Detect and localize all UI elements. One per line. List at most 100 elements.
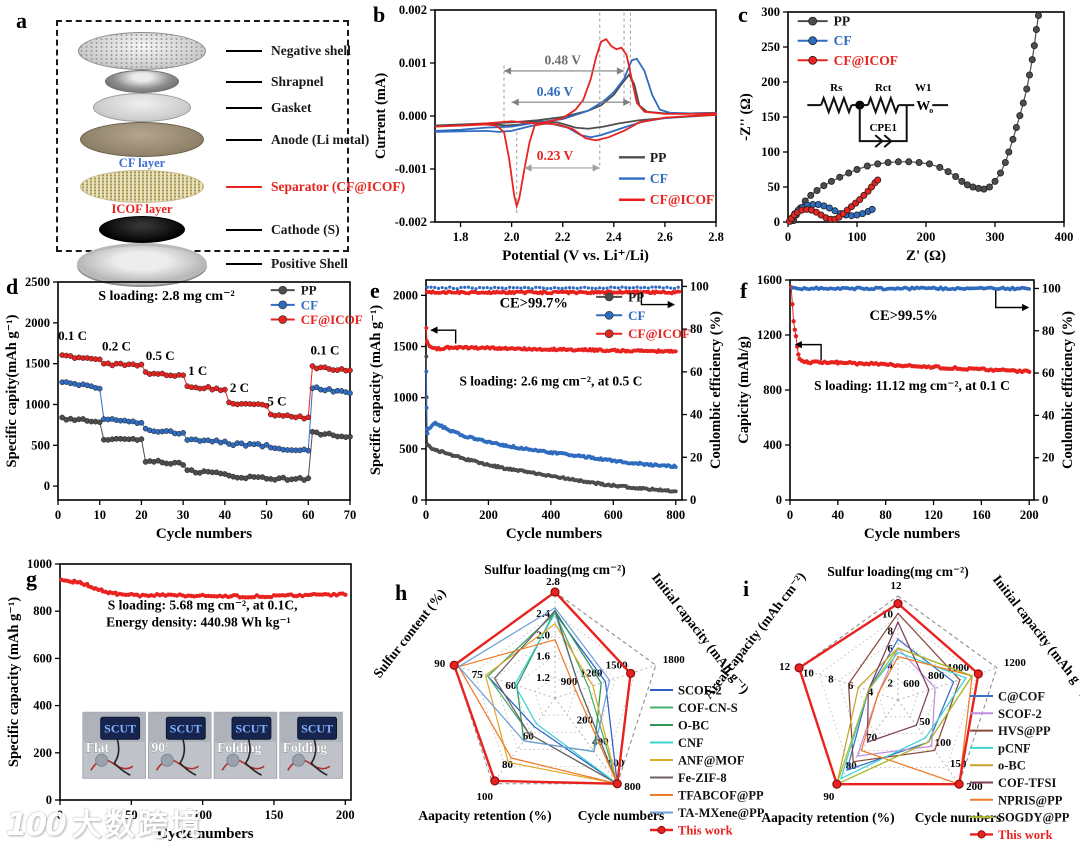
- radar-tick-label: 1.6: [536, 651, 550, 663]
- radar-tick-label: 8: [828, 674, 834, 686]
- c-rate-label: 0.2 C: [102, 339, 131, 354]
- radar-tick-label: 2: [888, 678, 894, 690]
- radar-comparison-chart-2: 2 4 6 8 10 12 600 800 1000 1200 50 100 150 200 70 80 90 4…: [701, 548, 1080, 850]
- legend-item-label: TFABCOF@PP: [678, 789, 764, 803]
- x-tick-label: 800: [666, 508, 685, 522]
- panel-d: d 0 10 20 30 40 50 60 70 0 500 1000 1500 2000 2500 Cyc…: [0, 268, 363, 548]
- y-tick-label: 300: [761, 5, 780, 19]
- legend-item-label: TA-MXene@PP: [678, 806, 765, 820]
- panel-letter-d: d: [6, 274, 19, 299]
- legend-item-label: HVS@PP: [998, 724, 1051, 738]
- voltage-gap-annotation: 0.46 V: [537, 84, 574, 99]
- y-axis-label: Specific capacity (mAh g⁻¹): [6, 597, 22, 767]
- legend-item-label: o-BC: [998, 759, 1026, 773]
- y2-tick-label: 60: [1042, 366, 1055, 380]
- long-cycling-chart: 0 200 400 600 800 0 500 1000 1500 2000 0 20 40 60 80 10…: [360, 268, 730, 553]
- y-tick-label: 200: [761, 75, 780, 89]
- legend-item-label: CF@ICOF: [834, 53, 898, 68]
- positive-disc: [77, 243, 207, 285]
- inset-photo-4: SCUT Folding: [279, 711, 343, 779]
- annotation-text: S loading: 5.68 mg cm⁻², at 0.1C,: [108, 597, 298, 612]
- leader-line: [226, 185, 262, 188]
- y2-tick-label: 80: [690, 322, 703, 336]
- circuit-label: CPE1: [869, 122, 897, 134]
- y2-tick-label: 20: [690, 450, 703, 464]
- x-tick-label: 2.6: [657, 230, 673, 244]
- radar-tick-label: 2.0: [536, 629, 550, 641]
- x-tick-label: 60: [302, 508, 315, 522]
- y-tick-label: 800: [33, 604, 52, 618]
- radar-tick-label: 10: [803, 667, 815, 679]
- gasket-disc: [93, 93, 191, 122]
- circuit-label: Rct: [875, 82, 892, 94]
- radar-tick-label: 1800: [663, 654, 686, 666]
- y-tick-label: 1000: [27, 557, 52, 571]
- inset-photo-label: 90°: [151, 740, 170, 755]
- legend-item-label: SOGDY@PP: [998, 811, 1070, 825]
- radar-tick-label: 10: [882, 608, 894, 620]
- x-axis-label: Cycle numbers: [864, 526, 960, 542]
- watermark: 100 大数跨境: [6, 800, 204, 844]
- radar-tick-label: 8: [888, 626, 894, 638]
- annotation-text: S loading: 11.12 mg cm⁻², at 0.1 C: [814, 378, 1010, 393]
- annotation-text: CE>99.5%: [869, 308, 937, 324]
- panel-a: a Negative shell Shrapnel Gasket Anode (Li …: [0, 0, 405, 285]
- x-axis-label: Z' (Ω): [906, 248, 946, 264]
- y-tick-label: 250: [761, 40, 780, 54]
- leader-line: [226, 50, 262, 52]
- stack-item-gasket: Gasket: [58, 93, 343, 122]
- x-axis-label: Cycle numbers: [506, 526, 602, 542]
- stack-item-label: Negative shell: [271, 43, 351, 58]
- circuit-label: Rs: [830, 82, 843, 94]
- y-tick-label: 1500: [393, 340, 418, 354]
- radar-tick-label: 1500: [606, 659, 629, 671]
- y-tick-label: 1600: [757, 273, 782, 287]
- voltage-gap-annotation: 0.23 V: [537, 148, 574, 163]
- x-axis-label: Potential (V vs. Li⁺/Li): [502, 248, 649, 264]
- legend-item-label: SCOF-2: [678, 684, 722, 698]
- voltage-gap-annotation: 0.48 V: [544, 53, 581, 68]
- leader-line: [226, 80, 262, 83]
- x-tick-label: 50: [260, 508, 273, 522]
- cf-layer-label: CF layer: [118, 156, 166, 170]
- radar-tick-label: 90: [823, 791, 835, 803]
- x-tick-label: 300: [986, 230, 1005, 244]
- panel-b: b 1.8 2.0 2.2 2.4 2.6 2.8 -0.002 -0.001 0.000 0.0…: [365, 0, 730, 268]
- legend-item-label: COF-TFSI: [998, 776, 1056, 790]
- legend-item-label: PP: [301, 283, 317, 298]
- y-tick-label: 1000: [393, 391, 418, 405]
- y-tick-label: 1200: [757, 328, 782, 342]
- led-display-text: SCUT: [301, 722, 333, 736]
- radar-axis-title: Aapacity retention (%): [761, 810, 894, 825]
- x-tick-label: 2.2: [555, 230, 571, 244]
- y-tick-label: 150: [761, 110, 780, 124]
- legend-item-label: NPRIS@PP: [998, 793, 1063, 807]
- y-axis-label: Specific capacity (mAh g⁻¹): [368, 305, 384, 475]
- y-tick-label: 0.001: [399, 56, 427, 70]
- led-display-text: SCUT: [104, 722, 136, 736]
- stack-item-cathode: Cathode (S): [58, 216, 343, 243]
- shrapnel-disc: [105, 70, 179, 93]
- y-tick-label: 400: [763, 438, 782, 452]
- legend-item-label: PP: [834, 14, 851, 29]
- inset-photo-label: Flat: [86, 740, 110, 755]
- y2-tick-label: 60: [690, 365, 703, 379]
- y-tick-label: 100: [761, 145, 780, 159]
- legend-item-label: CF@ICOF: [628, 326, 690, 341]
- y-tick-label: 500: [31, 438, 50, 452]
- radar-tick-label: 80: [846, 760, 858, 772]
- c-rate-label: 1 C: [188, 363, 207, 378]
- c-rate-label: 5 C: [267, 394, 286, 409]
- stack-item-label: Cathode (S): [271, 221, 340, 237]
- x-tick-label: 2.4: [606, 230, 622, 244]
- stack-item-label: Shrapnel: [271, 73, 324, 89]
- legend-item-label: COF-CN-S: [678, 701, 738, 715]
- panel-i: i 2 4 6 8 10 12 600 800 1000 1200 50 100 150 200 70 80 9…: [701, 548, 1080, 850]
- cathode-disc: [99, 216, 185, 243]
- y-tick-label: 800: [763, 383, 782, 397]
- y-tick-label: 0: [412, 493, 418, 507]
- stack-item-shrapnel: Shrapnel: [58, 70, 343, 93]
- x-tick-label: 0: [55, 508, 61, 522]
- legend-item-label: Fe-ZIF-8: [678, 771, 727, 785]
- y2-tick-label: 40: [690, 408, 703, 422]
